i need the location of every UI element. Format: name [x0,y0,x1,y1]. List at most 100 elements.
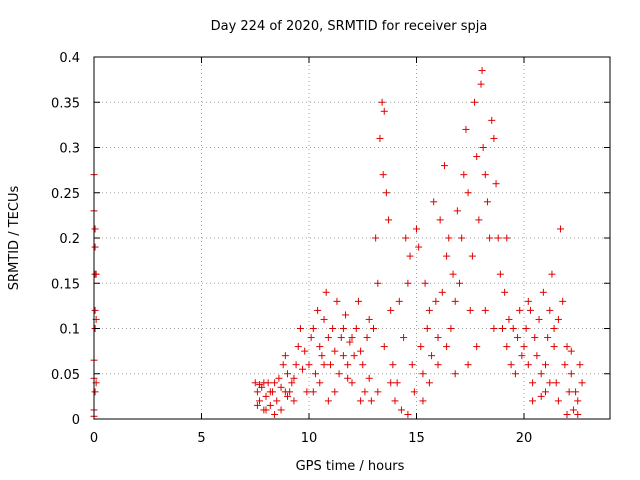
data-point [551,325,558,332]
data-point [417,343,424,350]
data-point [452,370,459,377]
y-tick-label: 0.2 [59,232,80,247]
data-point [450,271,457,278]
data-point [503,235,510,242]
data-point [383,189,390,196]
data-point [290,397,297,404]
data-point [366,375,373,382]
data-point [308,334,315,341]
data-point [542,361,549,368]
data-point [546,379,553,386]
data-point [561,361,568,368]
data-point [310,388,317,395]
data-point [480,144,487,151]
data-point [456,280,463,287]
data-point [327,361,334,368]
data-point [435,334,442,341]
data-point [381,108,388,115]
y-tick-label: 0.4 [59,51,80,66]
data-point [490,325,497,332]
data-point [555,397,562,404]
data-point [529,379,536,386]
plot-frame [94,57,610,419]
data-point [510,325,517,332]
data-point [426,379,433,386]
data-point [514,334,521,341]
data-point [273,397,280,404]
data-point [323,289,330,296]
data-point [359,361,366,368]
data-point [310,325,317,332]
data-point [467,307,474,314]
data-point [566,388,573,395]
data-point [368,397,375,404]
data-point [366,316,373,323]
data-point [331,348,338,355]
data-point [409,361,416,368]
axis-ticks: 0 5 10 15 2000.050.10.150.20.250.30.350.4 [51,51,610,446]
data-point [340,352,347,359]
data-point [381,343,388,350]
data-point [540,289,547,296]
data-point [533,352,540,359]
data-point [357,397,364,404]
scatter-chart: Day 224 of 2020, SRMTID for receiver spj… [0,0,640,480]
data-points [91,67,586,420]
y-tick-label: 0.35 [51,96,80,111]
data-point [516,307,523,314]
data-point [570,406,577,413]
data-point [342,311,349,318]
data-point [432,298,439,305]
data-point [349,379,356,386]
data-point [443,253,450,260]
data-point [447,325,454,332]
data-point [372,235,379,242]
data-point [407,253,414,260]
data-point [92,225,99,232]
data-point [331,388,338,395]
data-point [475,216,482,223]
data-point [531,334,538,341]
data-point [376,135,383,142]
data-point [355,298,362,305]
data-point [293,361,300,368]
data-point [340,325,347,332]
data-point [299,366,306,373]
data-point [462,126,469,133]
data-point [398,406,405,413]
data-point [402,235,409,242]
data-point [482,307,489,314]
data-point [389,361,396,368]
data-point [508,361,515,368]
data-point [460,171,467,178]
data-point [538,393,545,400]
data-point [271,379,278,386]
data-point [579,379,586,386]
data-point [413,225,420,232]
data-point [252,379,259,386]
y-tick-label: 0.15 [51,277,80,292]
grid-layer [94,57,610,419]
data-point [374,388,381,395]
x-tick-label: 20 [516,431,533,446]
data-point [435,361,442,368]
data-point [316,343,323,350]
data-point [525,361,532,368]
data-point [490,135,497,142]
data-point [357,348,364,355]
data-point [529,397,536,404]
data-point [338,334,345,341]
data-point [542,388,549,395]
data-point [568,348,575,355]
data-point [318,352,325,359]
data-point [400,334,407,341]
data-point [521,343,528,350]
data-point [458,235,465,242]
data-point [473,343,480,350]
data-point [314,307,321,314]
data-point [553,379,560,386]
data-point [441,162,448,169]
data-point [92,388,99,395]
data-point [572,388,579,395]
data-point [473,153,480,160]
